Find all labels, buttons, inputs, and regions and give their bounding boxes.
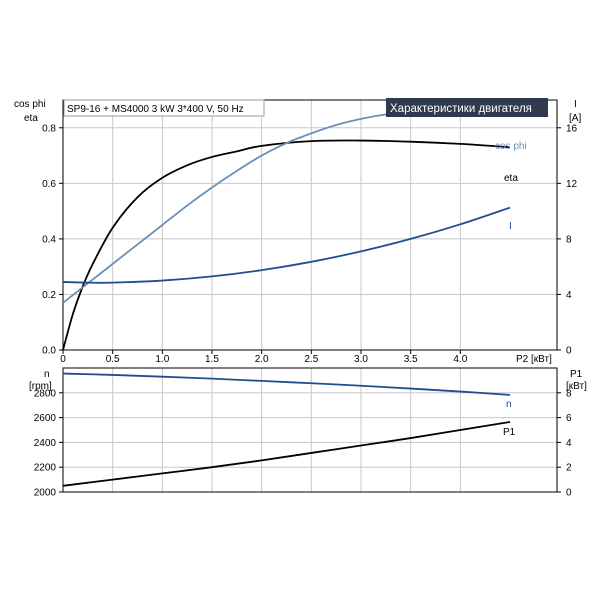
info-box [63, 99, 265, 117]
series-label-i: I [509, 221, 512, 232]
bottom-y-right-tick-label: 2 [566, 463, 572, 474]
bottom-y-right-tick-label: 8 [566, 388, 572, 399]
series-label-n: n [506, 399, 512, 410]
y-right-label-i: I [574, 99, 577, 110]
top-panel-grid [63, 100, 557, 350]
y-right-tick-label: 8 [566, 234, 572, 245]
bottom-panel-series [62, 372, 511, 487]
series-line-eta [62, 139, 511, 351]
chart-title: Характеристики двигателя [390, 103, 532, 115]
bottom-y-left-label-n: n [44, 369, 50, 380]
bottom-y-left-tick-label: 2000 [34, 488, 57, 499]
series-label-cosphi: cos phi [495, 141, 527, 152]
x-tick-label: 0 [60, 354, 66, 365]
y-left-tick-label: 0.0 [42, 346, 56, 357]
x-tick-label: 1.0 [155, 354, 169, 365]
y-left-tick-label: 0.6 [42, 179, 56, 190]
x-tick-label: 3.0 [354, 354, 368, 365]
top-plot-frame [62, 99, 558, 351]
y-left-label-eta: eta [24, 113, 38, 124]
y-right-tick-label: 0 [566, 346, 572, 357]
bottom-y-left-tick-label: 2200 [34, 463, 57, 474]
bottom-y-left-tick-label: 2600 [34, 413, 57, 424]
bottom-y-left-tick-label: 2400 [34, 438, 57, 449]
y-right-label-a-unit: [A] [569, 113, 581, 124]
y-left-tick-label: 0.4 [42, 234, 56, 245]
bottom-y-right-label-kw: [кВт] [566, 381, 587, 392]
y-right-tick-label: 12 [566, 179, 578, 190]
series-line-n [62, 372, 511, 396]
bottom-plot-frame [62, 367, 558, 493]
x-tick-label: 2.5 [304, 354, 318, 365]
y-left-label-cosphi: cos phi [14, 99, 46, 110]
x-axis-label: P2 [кВт] [516, 354, 552, 365]
y-left-tick-label: 0.8 [42, 123, 56, 134]
bottom-y-left-tick-label: 2800 [34, 388, 57, 399]
x-tick-label: 3.5 [404, 354, 418, 365]
x-tick-label: 2.0 [255, 354, 269, 365]
bottom-panel-axes: 2000 2200 2400 2600 2800 0 2 4 6 8 [34, 367, 572, 499]
chart-title-box [386, 98, 548, 117]
x-tick-label: 1.5 [205, 354, 219, 365]
series-label-eta: eta [504, 173, 518, 184]
bottom-y-right-tick-label: 6 [566, 413, 572, 424]
bottom-y-right-label-p1: P1 [570, 369, 583, 380]
x-tick-label: 0.5 [106, 354, 120, 365]
series-label-p1: P1 [503, 427, 516, 438]
top-panel-axes: 0 0.5 1.0 1.5 2.0 2.5 3.0 3.5 4.0 0.0 0.2 0.4 0.6 0.8… [42, 99, 578, 365]
series-line-p1 [62, 421, 511, 487]
bottom-y-right-tick-label: 4 [566, 438, 572, 449]
info-text: SP9-16 + MS4000 3 kW 3*400 V, 50 Hz [67, 104, 244, 115]
bottom-y-right-tick-label: 0 [566, 488, 572, 499]
series-line-i [62, 206, 511, 284]
x-tick-label: 4.0 [453, 354, 467, 365]
y-right-tick-label: 4 [566, 290, 572, 301]
bottom-y-left-label-rpm: [rpm] [29, 381, 52, 392]
y-right-tick-label: 16 [566, 123, 578, 134]
y-left-tick-label: 0.2 [42, 290, 56, 301]
